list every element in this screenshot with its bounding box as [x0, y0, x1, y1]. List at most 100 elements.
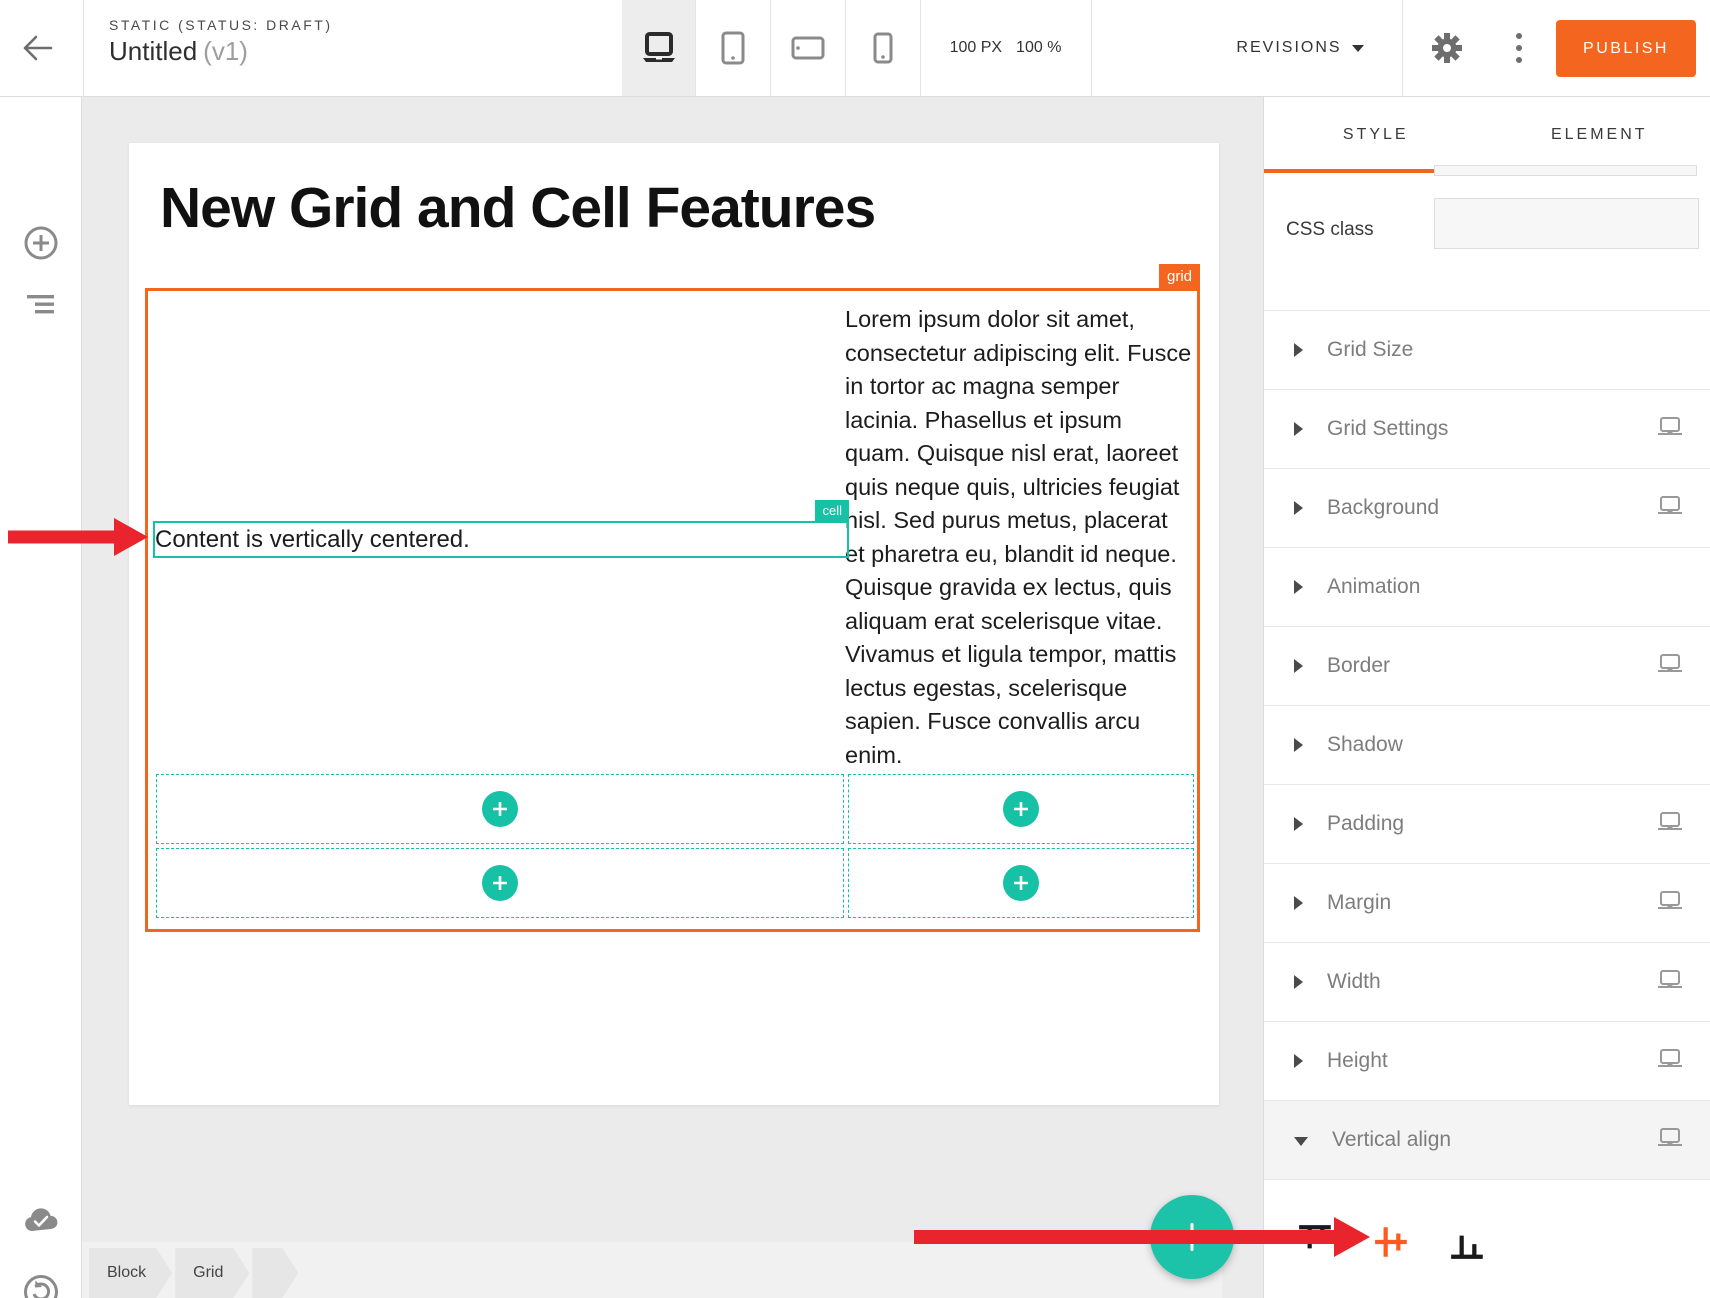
add-content-button[interactable]	[482, 791, 518, 827]
valign-top-button[interactable]	[1296, 1222, 1336, 1262]
disclosure-triangle-icon	[1294, 659, 1303, 673]
breadcrumb-item-block[interactable]: Block	[89, 1248, 172, 1298]
disclosure-triangle-icon	[1294, 343, 1303, 357]
clipped-input-field	[1434, 165, 1697, 176]
device-scope-icon	[1657, 1128, 1683, 1153]
add-content-button[interactable]	[482, 865, 518, 901]
top-toolbar: STATIC (STATUS: DRAFT) Untitled (v1)	[0, 0, 1710, 97]
add-content-button[interactable]	[1003, 791, 1039, 827]
disclosure-triangle-icon	[1294, 975, 1303, 989]
section-shadow[interactable]: Shadow	[1264, 705, 1710, 784]
selected-cell-outline[interactable]: cell Content is vertically centered.	[153, 500, 849, 558]
section-grid-settings[interactable]: Grid Settings	[1264, 389, 1710, 468]
section-animation[interactable]: Animation	[1264, 547, 1710, 626]
grid-badge: grid	[1158, 264, 1200, 288]
plus-icon	[1014, 876, 1028, 890]
empty-cell-drop-zone[interactable]	[848, 774, 1194, 844]
inspector-tabs: STYLE ELEMENT	[1264, 96, 1710, 173]
text-column[interactable]: Lorem ipsum dolor sit amet, consectetur …	[845, 306, 1192, 768]
section-label: Height	[1327, 1049, 1388, 1072]
undo-button[interactable]	[0, 1270, 81, 1298]
add-content-button[interactable]	[1003, 865, 1039, 901]
status-label: STATIC (STATUS: DRAFT)	[109, 17, 333, 33]
device-phone-button[interactable]	[846, 0, 920, 96]
layers-list-button[interactable]	[0, 282, 81, 326]
section-label: Background	[1327, 496, 1440, 519]
page-title: Untitled	[109, 36, 198, 66]
section-width[interactable]: Width	[1264, 942, 1710, 1021]
plus-icon	[1014, 802, 1028, 816]
section-label: Width	[1327, 970, 1381, 993]
kebab-menu-icon	[1516, 33, 1522, 63]
section-label: Grid Size	[1327, 338, 1414, 361]
left-toolbar	[0, 96, 82, 1298]
vertical-align-options	[1264, 1180, 1710, 1298]
tablet-portrait-icon	[721, 31, 745, 65]
section-background[interactable]: Background	[1264, 468, 1710, 547]
plus-icon	[493, 802, 507, 816]
style-sections: Grid Size Grid Settings Background	[1264, 310, 1710, 1298]
plus-icon	[493, 876, 507, 890]
cloud-saved-icon	[24, 1208, 57, 1231]
back-arrow-icon	[23, 35, 53, 61]
css-class-input[interactable]	[1434, 198, 1699, 249]
section-margin[interactable]: Margin	[1264, 863, 1710, 942]
breadcrumb-item-grid[interactable]: Grid	[175, 1248, 249, 1298]
vertical-ellipsis-icon	[1190, 1241, 1194, 1251]
disclosure-triangle-icon	[1294, 817, 1303, 831]
divider	[770, 0, 771, 96]
editor-canvas-page[interactable]: New Grid and Cell Features grid Lorem ip…	[129, 143, 1219, 1105]
tablet-landscape-icon	[791, 36, 825, 60]
tab-element[interactable]: ELEMENT	[1550, 125, 1648, 143]
phone-icon	[873, 32, 893, 64]
content-heading[interactable]: New Grid and Cell Features	[160, 176, 876, 240]
disclosure-triangle-icon	[1294, 738, 1303, 752]
publish-button[interactable]: PUBLISH	[1556, 20, 1696, 77]
divider	[1091, 0, 1092, 96]
section-label: Animation	[1327, 575, 1421, 598]
device-scope-icon	[1657, 496, 1683, 521]
vertical-ellipsis-icon	[1190, 1223, 1194, 1233]
device-scope-icon	[1657, 970, 1683, 995]
divider	[845, 0, 846, 96]
empty-cell-drop-zone[interactable]	[156, 848, 844, 918]
valign-center-button[interactable]	[1372, 1222, 1412, 1262]
divider	[920, 0, 921, 96]
disclosure-triangle-icon	[1294, 501, 1303, 515]
device-desktop-button[interactable]	[622, 0, 695, 96]
disclosure-triangle-icon	[1294, 1136, 1308, 1146]
list-icon	[26, 295, 54, 314]
selected-grid-outline[interactable]: grid Lorem ipsum dolor sit amet, consect…	[145, 264, 1200, 932]
canvas-action-fab[interactable]	[1150, 1195, 1234, 1279]
add-block-button[interactable]	[0, 221, 81, 265]
save-status-indicator	[0, 1199, 81, 1243]
back-button[interactable]	[16, 26, 60, 70]
section-label: Margin	[1327, 891, 1392, 914]
device-scope-icon	[1657, 654, 1683, 679]
empty-cell-drop-zone[interactable]	[848, 848, 1194, 918]
laptop-icon	[642, 32, 675, 62]
device-tablet-portrait-button[interactable]	[696, 0, 770, 96]
section-height[interactable]: Height	[1264, 1021, 1710, 1100]
section-grid-size[interactable]: Grid Size	[1264, 310, 1710, 389]
disclosure-triangle-icon	[1294, 580, 1303, 594]
valign-bottom-button[interactable]	[1448, 1222, 1488, 1262]
empty-cell-drop-zone[interactable]	[156, 774, 844, 844]
tab-style[interactable]: STYLE	[1264, 96, 1488, 173]
zoom-px-value: 100 PX	[949, 39, 1003, 56]
section-vertical-align[interactable]: Vertical align	[1264, 1100, 1710, 1180]
section-label: Padding	[1327, 812, 1405, 835]
section-border[interactable]: Border	[1264, 626, 1710, 705]
settings-button[interactable]	[1427, 28, 1467, 68]
css-class-label: CSS class	[1286, 219, 1374, 240]
revisions-dropdown[interactable]: REVISIONS	[1215, 0, 1385, 96]
bottom-bar: Block Grid	[81, 1242, 1222, 1298]
section-label: Vertical align	[1332, 1128, 1452, 1151]
zoom-info: 100 PX 100 %	[920, 0, 1091, 96]
breadcrumb-item-empty	[252, 1248, 298, 1298]
device-tablet-landscape-button[interactable]	[771, 0, 845, 96]
more-options-button[interactable]	[1499, 28, 1539, 68]
revisions-label: REVISIONS	[1236, 39, 1342, 56]
section-padding[interactable]: Padding	[1264, 784, 1710, 863]
